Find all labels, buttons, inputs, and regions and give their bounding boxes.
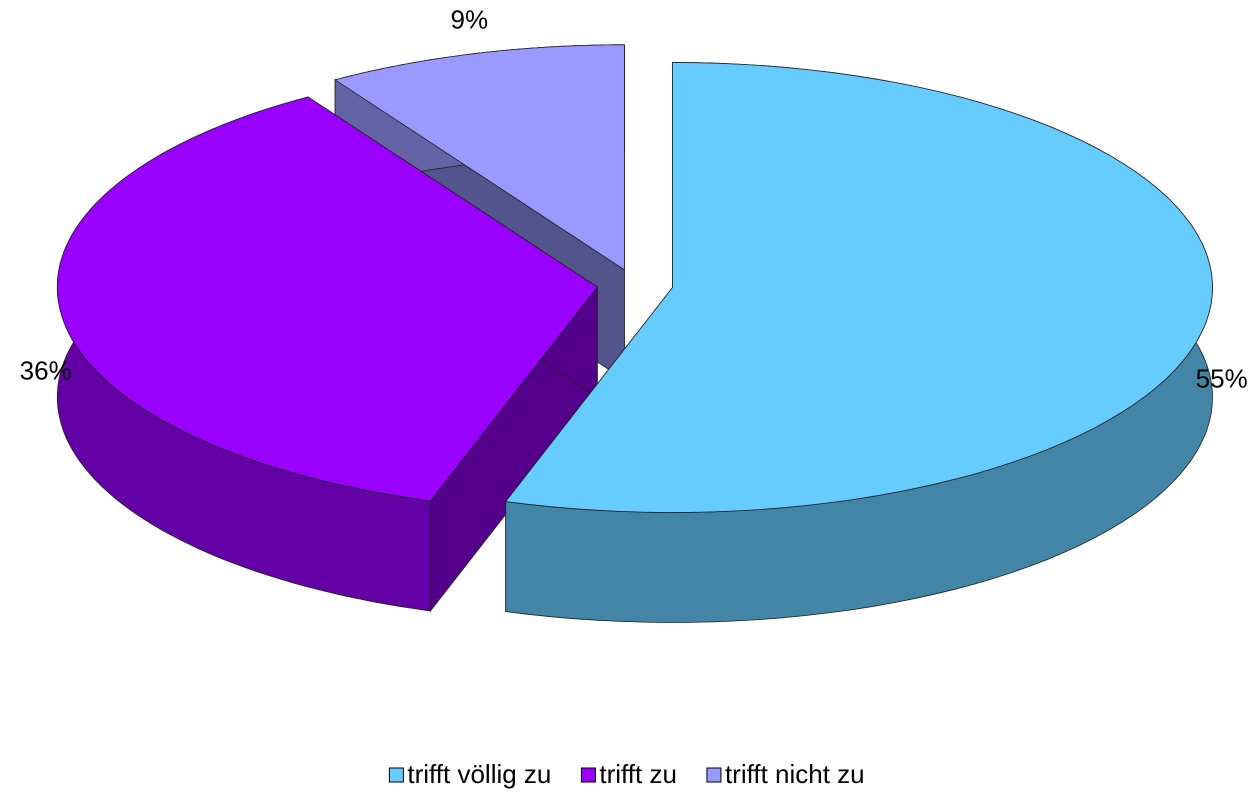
- slice-top: [504, 62, 1213, 513]
- data-label: 36%: [20, 355, 72, 385]
- legend-swatch: [706, 767, 722, 783]
- slice: [56, 96, 598, 613]
- slice: [504, 62, 1213, 623]
- legend-label: trifft völlig zu: [407, 759, 551, 789]
- legend-label: trifft zu: [599, 759, 677, 789]
- legend-swatch: [388, 767, 404, 783]
- slice-top: [334, 44, 625, 271]
- legend-swatch: [580, 767, 596, 783]
- legend-label: trifft nicht zu: [725, 759, 865, 789]
- data-label: 55%: [1196, 363, 1248, 393]
- slice-top: [56, 96, 598, 502]
- data-label: 9%: [450, 4, 488, 34]
